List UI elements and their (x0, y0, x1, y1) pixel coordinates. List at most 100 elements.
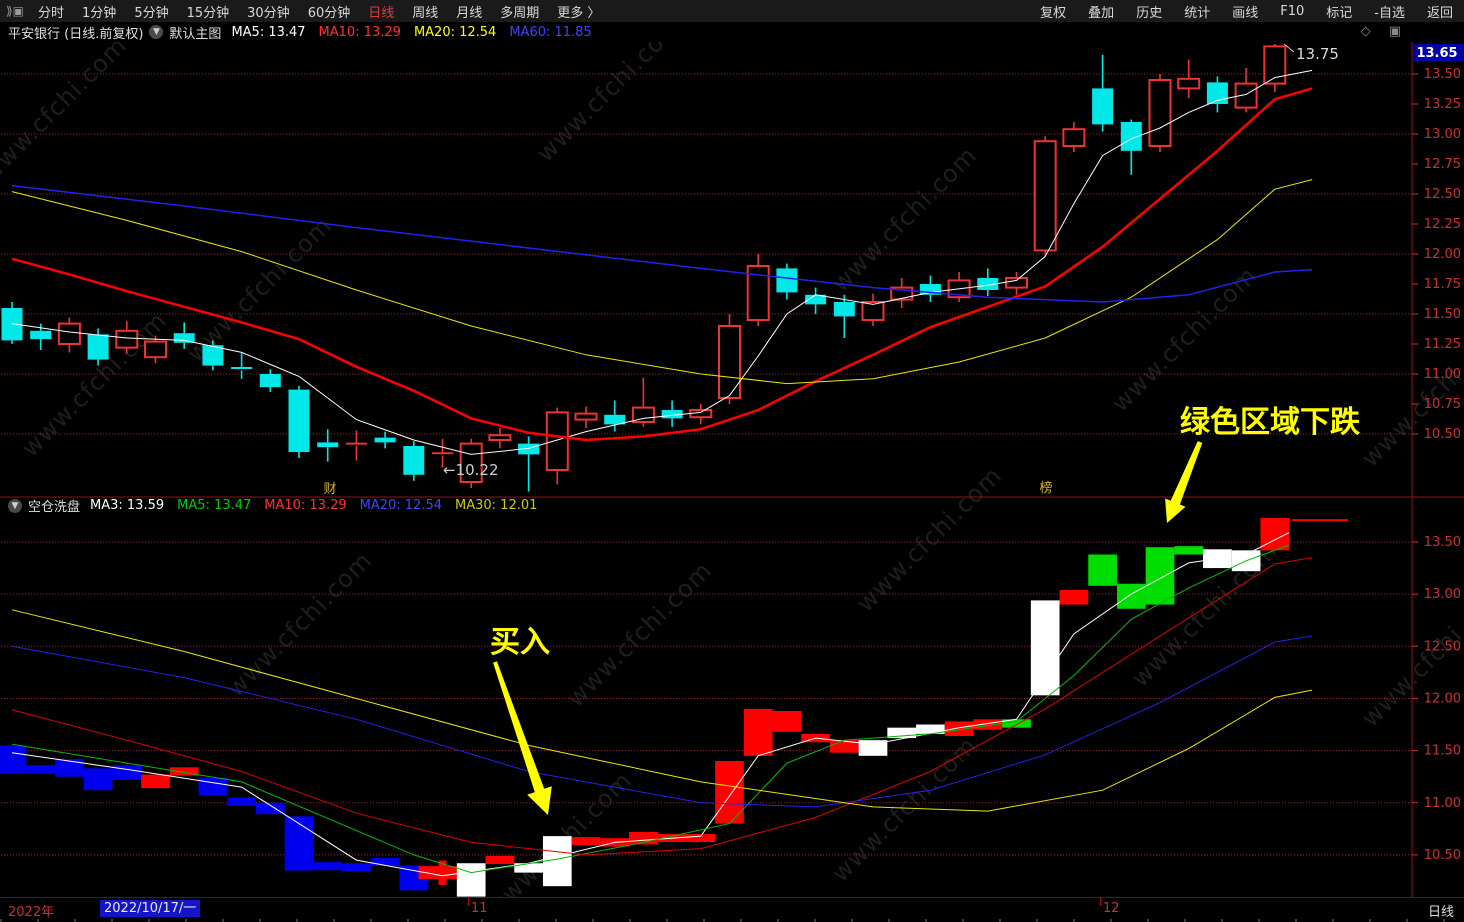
main-axis-label: 11.50 (1424, 307, 1461, 322)
lower-ma-line-MA30 (11, 609, 1313, 812)
indicator-bar (887, 727, 917, 739)
chevron-down-icon[interactable]: ▼ (149, 25, 164, 39)
candle-up (1148, 79, 1172, 147)
indicator-bar (542, 836, 572, 887)
toolbar-action-1[interactable]: 叠加 (1088, 5, 1115, 21)
indicator-bar (284, 816, 314, 871)
period-tab-9[interactable]: 多周期 (500, 5, 540, 21)
candle-down (317, 442, 339, 448)
news-marker[interactable]: 榜 (1039, 480, 1052, 496)
lower-axis-label: 11.00 (1424, 796, 1461, 811)
indicator-bar (1002, 719, 1031, 728)
period-tabs: 分时 1分钟 5分钟 15分钟 30分钟 60分钟 日线 周线 月线 多周期 更多 〉 (29, 2, 609, 21)
candle-up (1005, 277, 1028, 289)
main-ma-3: MA60: 11.85 (509, 24, 592, 40)
indicator-bar (485, 855, 515, 864)
indicator-name[interactable]: 空仓洗盘 (28, 500, 81, 515)
main-axis-label: 11.25 (1424, 337, 1461, 352)
main-axis-label: 12.75 (1424, 157, 1461, 172)
candle-up (574, 412, 598, 421)
overlay-name[interactable]: 默认主图 (169, 26, 222, 42)
indicator-bar (571, 837, 601, 846)
indicator-bar (1174, 546, 1204, 555)
toolbar-action-4[interactable]: 画线 (1232, 5, 1259, 21)
candle-down (776, 268, 798, 293)
watermark-text: www.cfchi.com (221, 546, 377, 702)
candle-up (488, 434, 512, 442)
main-ma-line-MA20 (11, 179, 1313, 385)
indicator-header: ▼ 空仓洗盘 MA3: 13.59 MA5: 13.47 MA10: 13.29 MA… (2, 498, 550, 515)
toolbar-action-7[interactable]: -自选 (1374, 5, 1405, 21)
watermark-text: www.cfchi.com (561, 556, 717, 712)
toolbar-action-6[interactable]: 标记 (1326, 5, 1353, 21)
toolbar-actions: 复权 叠加 历史 统计 画线 F10 标记 -自选 返回 (1029, 2, 1464, 21)
indicator-bar (1145, 547, 1175, 605)
main-ma-line-MA5 (11, 69, 1313, 455)
main-axis-label: 12.50 (1424, 187, 1461, 202)
toolbar-action-8[interactable]: 返回 (1426, 5, 1453, 21)
indicator-ma-0: MA3: 13.59 (90, 498, 165, 513)
candle-down (1, 308, 23, 341)
window-collapse-icon[interactable]: ⟫▣ (6, 4, 25, 18)
chevron-down-icon[interactable]: ▼ (8, 498, 22, 513)
period-tab-8[interactable]: 月线 (456, 5, 483, 21)
indicator-bar (973, 719, 1003, 730)
month-tick (468, 898, 469, 906)
period-tab-5[interactable]: 60分钟 (307, 5, 351, 21)
indicator-ma-2: MA10: 13.29 (264, 498, 347, 513)
candle-down (1120, 122, 1142, 151)
period-tab-10[interactable]: 更多 〉 (557, 5, 601, 21)
main-ma-0: MA5: 13.47 (231, 24, 306, 40)
toolbar-action-2[interactable]: 历史 (1136, 5, 1163, 21)
period-tab-4[interactable]: 30分钟 (247, 5, 290, 21)
indicator-bar (514, 863, 543, 873)
candle-down (604, 414, 626, 425)
lower-ma-line-MA20 (11, 635, 1313, 808)
stock-title: 平安银行 (日线.前复权) (8, 26, 144, 42)
date-axis-bar[interactable]: 2022年 2022/10/17/一 11 12 日线 (0, 897, 1464, 922)
period-tab-0[interactable]: 分时 (38, 5, 65, 21)
chart-corner-icons[interactable]: ◇ ▣ (1360, 24, 1408, 39)
candle-up (861, 301, 885, 321)
toolbar-action-5[interactable]: F10 (1280, 3, 1305, 19)
high-price-label: 13.75 (1296, 45, 1339, 63)
toolbar-action-3[interactable]: 统计 (1184, 5, 1211, 21)
indicator-bar (169, 767, 199, 776)
lower-axis-label: 13.00 (1424, 587, 1461, 602)
candle-down (805, 294, 827, 305)
period-tab-7[interactable]: 周线 (412, 5, 439, 21)
indicator-ma-4: MA30: 12.01 (455, 498, 538, 513)
candle-down (259, 374, 281, 388)
month-label: 11 (471, 901, 488, 916)
lower-axis-label: 12.00 (1424, 691, 1461, 706)
lower-ma-line-MA3 (11, 532, 1290, 877)
lower-axis-label: 13.50 (1424, 535, 1461, 550)
selected-date-label: 2022/10/17/一 (100, 900, 201, 917)
candle-up (1234, 82, 1258, 109)
current-price-label: 13.65 (1416, 46, 1457, 61)
period-tab-1[interactable]: 1分钟 (82, 5, 117, 21)
candle-down (833, 302, 855, 317)
indicator-bar (141, 774, 170, 789)
period-tab-2[interactable]: 5分钟 (134, 5, 169, 21)
candle-up (1062, 128, 1086, 147)
indicator-bar (198, 777, 228, 796)
candle-up (1263, 45, 1287, 85)
period-tab-6[interactable]: 日线 (368, 5, 395, 21)
candle-down (288, 389, 310, 452)
period-toolbar: ⟫▣ 分时 1分钟 5分钟 15分钟 30分钟 60分钟 日线 周线 月线 多周期 更多 〉 复权 叠… (0, 0, 1464, 22)
indicator-bar (715, 761, 744, 824)
period-tab-3[interactable]: 15分钟 (186, 5, 230, 21)
candle-down (977, 278, 999, 290)
toolbar-action-0[interactable]: 复权 (1040, 5, 1067, 21)
candle-up (115, 329, 139, 349)
candle-up (144, 340, 167, 359)
main-chart-header: 平安银行 (日线.前复权) ▼ 默认主图 MA5: 13.47 MA10: 13.… (0, 22, 1464, 42)
period-label: 日线 (1427, 905, 1454, 920)
watermark-text: www.cfchi.com (0, 31, 132, 187)
lower-ma-line-MA5 (11, 544, 1290, 874)
news-marker[interactable]: 财 (323, 482, 336, 497)
buy-arrow (493, 661, 552, 815)
